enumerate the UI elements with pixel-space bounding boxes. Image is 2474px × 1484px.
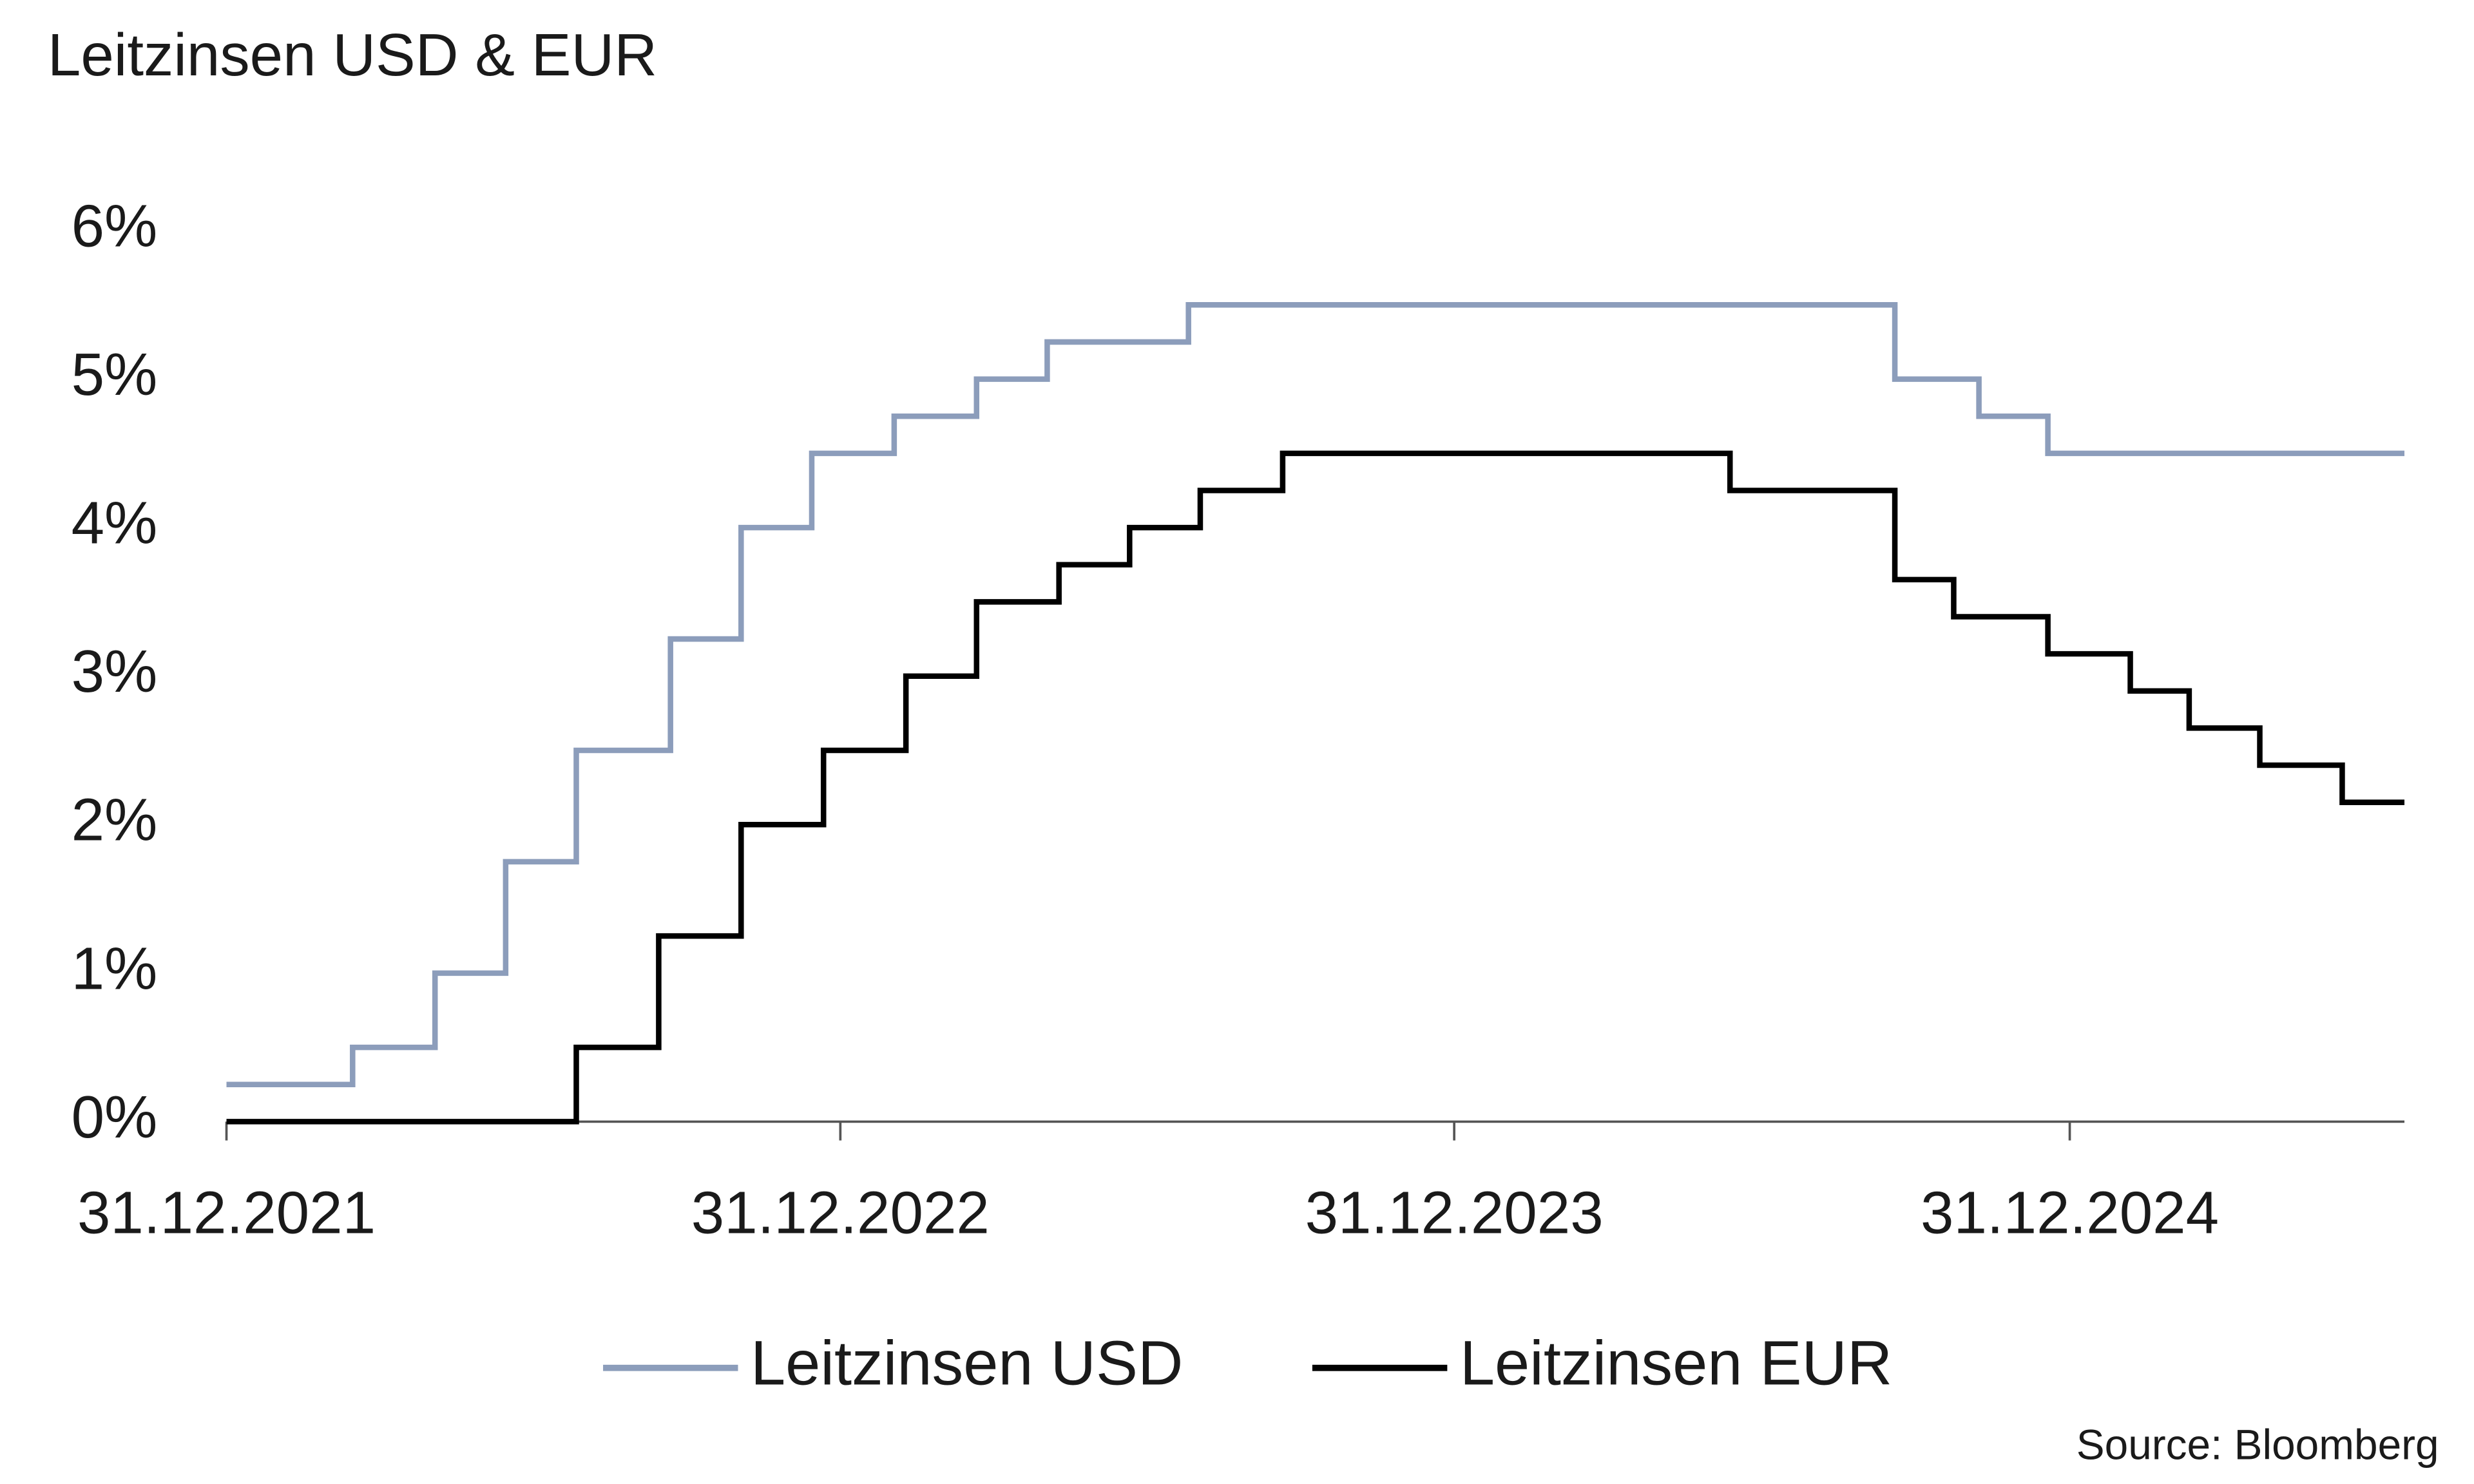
series-line: [226, 450, 2405, 1125]
y-tick-label: 2%: [72, 786, 158, 853]
y-tick-label: 3%: [72, 638, 158, 705]
x-tick-label: 31.12.2024: [1921, 1179, 2219, 1246]
y-tick-label: 5%: [72, 341, 158, 408]
source-note: Source: Bloomberg: [2076, 1420, 2439, 1468]
y-tick-label: 1%: [72, 935, 158, 1002]
x-tick-label: 31.12.2023: [1305, 1179, 1604, 1246]
x-tick-label: 31.12.2022: [691, 1179, 990, 1246]
y-tick-label: 4%: [72, 490, 158, 556]
legend-label: Leitzinsen EUR: [1460, 1328, 1892, 1398]
y-tick-label: 0%: [72, 1083, 158, 1150]
chart-title: Leitzinsen USD & EUR: [48, 21, 657, 88]
y-tick-label: 6%: [72, 192, 158, 259]
legend-label: Leitzinsen USD: [751, 1328, 1183, 1398]
x-tick-label: 31.12.2021: [77, 1179, 376, 1246]
series-line: [226, 302, 2405, 1088]
